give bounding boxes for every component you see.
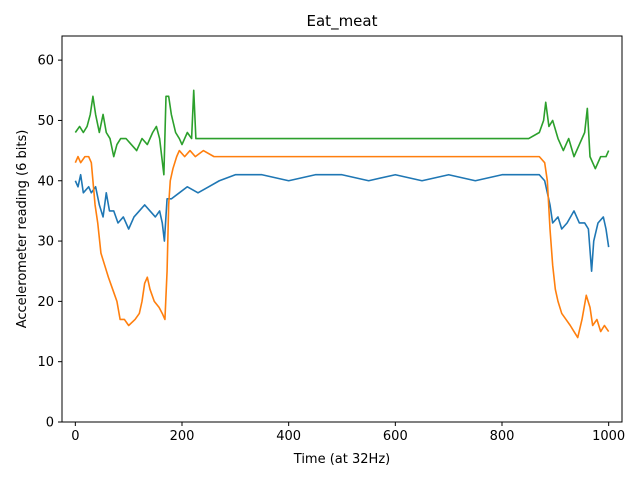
y-tick-label: 10 — [37, 355, 54, 370]
y-tick-label: 40 — [37, 174, 54, 189]
x-tick-label: 400 — [276, 429, 301, 444]
y-tick-label: 60 — [37, 54, 54, 69]
series-layer — [74, 89, 610, 339]
x-axis: 0 200 400 600 800 1000 — [71, 422, 625, 444]
y-axis: 0 10 20 30 40 50 60 — [37, 54, 62, 431]
y-tick-label: 30 — [37, 235, 54, 250]
series-line-1 — [74, 173, 610, 273]
x-axis-title: Time (at 32Hz) — [293, 452, 390, 467]
y-tick-label: 20 — [37, 295, 54, 310]
x-tick-label: 200 — [170, 429, 195, 444]
x-tick-label: 0 — [71, 429, 79, 444]
x-tick-label: 600 — [383, 429, 408, 444]
series-line-2 — [74, 149, 610, 339]
plot-frame — [61, 35, 623, 423]
x-tick-label: 1000 — [592, 429, 625, 444]
chart-title: Eat_meat — [307, 12, 378, 31]
y-axis-title: Accelerometer reading (6 bits) — [15, 130, 30, 329]
y-tick-label: 0 — [46, 416, 54, 431]
series-line-3 — [74, 89, 610, 176]
x-tick-label: 800 — [490, 429, 515, 444]
y-tick-label: 50 — [37, 114, 54, 129]
